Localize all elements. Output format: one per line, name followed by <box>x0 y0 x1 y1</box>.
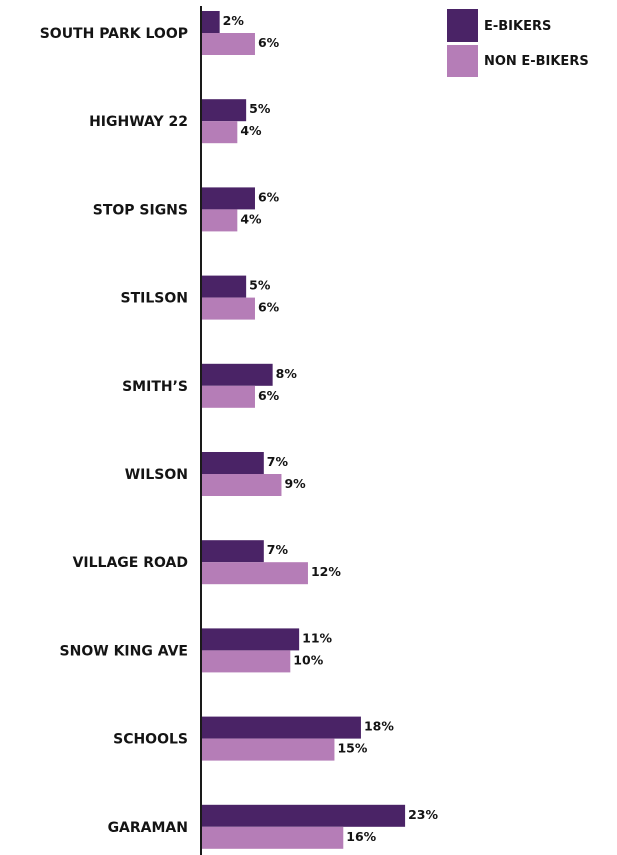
bar-e-bikers-garaman <box>202 804 406 827</box>
value-label-non-e-bikers-wilson: 9% <box>284 476 306 491</box>
value-label-e-bikers-garaman: 23% <box>408 807 438 822</box>
legend-swatch-e-bikers <box>447 9 478 42</box>
category-label-garaman: GARAMAN <box>108 820 188 836</box>
value-label-non-e-bikers-village-road: 12% <box>311 564 341 579</box>
bar-non-e-bikers-wilson <box>202 474 282 496</box>
bar-e-bikers-snow-king-ave <box>202 628 300 651</box>
value-label-non-e-bikers-schools: 15% <box>337 741 367 756</box>
category-label-stop-signs: STOP SIGNS <box>93 202 188 218</box>
value-label-e-bikers-wilson: 7% <box>267 454 289 469</box>
bar-non-e-bikers-south-park-loop <box>202 33 255 55</box>
category-label-wilson: WILSON <box>125 467 188 483</box>
legend: E-BIKERS NON E-BIKERS <box>447 9 589 77</box>
category-label-smith-s: SMITH’S <box>122 379 188 395</box>
bar-non-e-bikers-snow-king-ave <box>202 650 291 673</box>
bar-e-bikers-stop-signs <box>202 187 255 210</box>
category-label-schools: SCHOOLS <box>113 732 188 748</box>
value-label-non-e-bikers-smith-s: 6% <box>258 388 280 403</box>
bar-e-bikers-village-road <box>202 540 264 563</box>
bar-non-e-bikers-stop-signs <box>202 209 238 232</box>
value-label-e-bikers-village-road: 7% <box>267 542 289 557</box>
value-label-e-bikers-smith-s: 8% <box>276 366 298 381</box>
value-label-e-bikers-snow-king-ave: 11% <box>302 630 332 645</box>
bar-non-e-bikers-schools <box>202 738 335 761</box>
value-label-non-e-bikers-south-park-loop: 6% <box>258 35 280 50</box>
value-label-e-bikers-highway-22: 5% <box>249 101 271 116</box>
value-label-non-e-bikers-highway-22: 4% <box>240 123 262 138</box>
value-label-non-e-bikers-snow-king-ave: 10% <box>293 652 323 667</box>
value-label-non-e-bikers-stilson: 6% <box>258 300 280 315</box>
legend-label-non-e-bikers: NON E-BIKERS <box>484 54 589 69</box>
bar-e-bikers-schools <box>202 716 361 739</box>
value-label-e-bikers-schools: 18% <box>364 719 394 734</box>
legend-swatch-non-e-bikers <box>447 45 478 77</box>
bar-non-e-bikers-village-road <box>202 562 308 585</box>
bar-non-e-bikers-highway-22 <box>202 121 238 144</box>
value-label-e-bikers-stop-signs: 6% <box>258 189 280 204</box>
value-label-e-bikers-stilson: 5% <box>249 278 271 293</box>
bar-e-bikers-highway-22 <box>202 99 247 122</box>
legend-label-e-bikers: E-BIKERS <box>484 19 551 34</box>
bar-non-e-bikers-stilson <box>202 297 255 320</box>
bar-e-bikers-south-park-loop <box>202 11 220 33</box>
category-label-snow-king-ave: SNOW KING AVE <box>60 643 188 659</box>
bar-e-bikers-smith-s <box>202 363 273 386</box>
bar-non-e-bikers-smith-s <box>202 385 255 408</box>
value-label-e-bikers-south-park-loop: 2% <box>223 13 245 28</box>
bar-e-bikers-stilson <box>202 275 247 298</box>
bar-e-bikers-wilson <box>202 452 264 474</box>
category-label-south-park-loop: SOUTH PARK LOOP <box>40 26 188 42</box>
value-label-non-e-bikers-stop-signs: 4% <box>240 211 262 226</box>
value-label-non-e-bikers-garaman: 16% <box>346 829 376 844</box>
bar-non-e-bikers-garaman <box>202 826 344 849</box>
category-label-highway-22: HIGHWAY 22 <box>89 114 188 130</box>
category-label-stilson: STILSON <box>121 291 188 307</box>
category-label-village-road: VILLAGE ROAD <box>73 555 188 571</box>
bars-group: SOUTH PARK LOOP 2% 6% HIGHWAY 22 5% 4% STOP SI… <box>40 11 438 849</box>
